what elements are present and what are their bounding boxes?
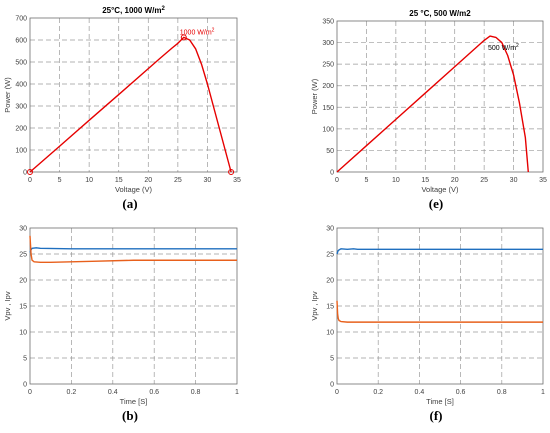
chart-a: 0 5 10 15 20 25 30 35 0 100 200 300 400 500 600 700 Volt… [3,6,241,194]
x-tick-label: 0.8 [191,389,201,396]
y-tick-label: 150 [322,105,334,112]
y-tick-label: 600 [15,38,27,45]
axes-frame-b [29,227,238,385]
chart-title-superscript: 2 [161,6,165,12]
chart-title: 25 °C, 500 W/m2 [409,9,471,18]
y-tick-label: 30 [19,226,27,233]
y-tick-label: 15 [326,304,334,311]
y-tick-label: 300 [15,104,27,111]
x-tick-label: 15 [115,177,123,184]
y-tick-label: 300 [322,40,334,47]
series-line-2 [336,300,543,323]
x-tick-label: 10 [392,177,400,184]
y-tick-label: 100 [322,126,334,133]
y-axis-label: Power (W) [3,77,12,113]
panel-label-b: (b) [122,408,138,423]
x-tick-label: 0.8 [497,389,507,396]
x-tick-label: 1 [541,389,545,396]
y-tick-label: 20 [326,278,334,285]
y-tick-label: 25 [326,252,334,259]
y-tick-label: 10 [326,330,334,337]
y-tick-label: 30 [326,226,334,233]
x-tick-label: 0 [335,177,339,184]
x-tick-label: 0 [335,389,339,396]
y-axis-label: Vpv , Ipv [310,291,319,320]
plot-area-e [337,21,543,172]
y-tick-label: 0 [330,382,334,389]
x-tick-label: 5 [364,177,368,184]
x-axis-label: Time [S] [120,397,148,406]
chart-title: 25°C, 1000 W/m2 [102,6,165,15]
x-tick-label: 25 [174,177,182,184]
x-tick-label: 0.6 [456,389,466,396]
series-line-1 [336,35,529,173]
panel-label-e: (e) [428,196,444,211]
y-tick-label: 0 [330,170,334,177]
y-axis-label: Vpv , Ipv [3,291,12,320]
x-axis-label: Voltage (V) [115,185,153,194]
series-line-2 [29,235,237,264]
x-tick-label: 25 [480,177,488,184]
data-marker [228,169,235,175]
series-line-1 [29,36,232,173]
panel-label-f: (f) [429,408,443,423]
axes-frame-e [336,20,544,173]
annotation-label: 1000 W/m2 [180,27,215,36]
y-axis-label: Power (W) [310,78,319,114]
annotation-superscript: 2 [516,43,519,49]
axes-frame-a [29,17,238,173]
y-tick-label: 250 [322,62,334,69]
y-tick-label: 15 [19,304,27,311]
x-tick-label: 5 [58,177,62,184]
y-tick-label: 350 [322,19,334,26]
x-tick-label: 0.2 [67,389,77,396]
x-tick-label: 0 [28,177,32,184]
x-tick-label: 0.6 [149,389,159,396]
x-tick-label: 35 [539,177,547,184]
x-axis-label: Time [S] [426,397,454,406]
y-tick-label: 5 [23,356,27,363]
chart-e: 0 5 10 15 20 25 30 35050100150200250300350Volta… [310,9,547,194]
x-tick-label: 20 [451,177,459,184]
y-tick-label: 100 [15,148,27,155]
data-marker [27,169,33,175]
x-tick-label: 10 [85,177,93,184]
panel-label-a: (a) [122,196,138,211]
x-tick-label: 20 [144,177,152,184]
x-tick-label: 0.2 [373,389,383,396]
x-tick-label: 30 [510,177,518,184]
x-tick-label: 0.4 [415,389,425,396]
annotation-label: 500 W/m2 [488,43,519,52]
series-line-1 [336,248,543,255]
y-tick-label: 25 [19,252,27,259]
y-tick-label: 200 [15,126,27,133]
y-tick-label: 200 [322,83,334,90]
y-tick-label: 400 [15,82,27,89]
y-tick-label: 10 [19,330,27,337]
x-tick-label: 15 [421,177,429,184]
data-marker [180,34,187,41]
y-tick-label: 700 [15,16,27,23]
y-tick-label: 0 [23,170,27,177]
y-tick-label: 500 [15,60,27,67]
x-tick-label: 0 [28,389,32,396]
plot-area-b [30,228,237,384]
x-tick-label: 35 [233,177,241,184]
plot-area-f [337,228,543,384]
annotation-superscript: 2 [212,27,215,33]
x-tick-label: 0.4 [108,389,118,396]
x-axis-label: Voltage (V) [421,185,459,194]
x-tick-label: 30 [204,177,212,184]
y-tick-label: 20 [19,278,27,285]
y-tick-label: 50 [326,148,334,155]
y-tick-label: 0 [23,382,27,389]
y-tick-label: 5 [330,356,334,363]
plot-area-a [30,18,237,172]
x-tick-label: 1 [235,389,239,396]
